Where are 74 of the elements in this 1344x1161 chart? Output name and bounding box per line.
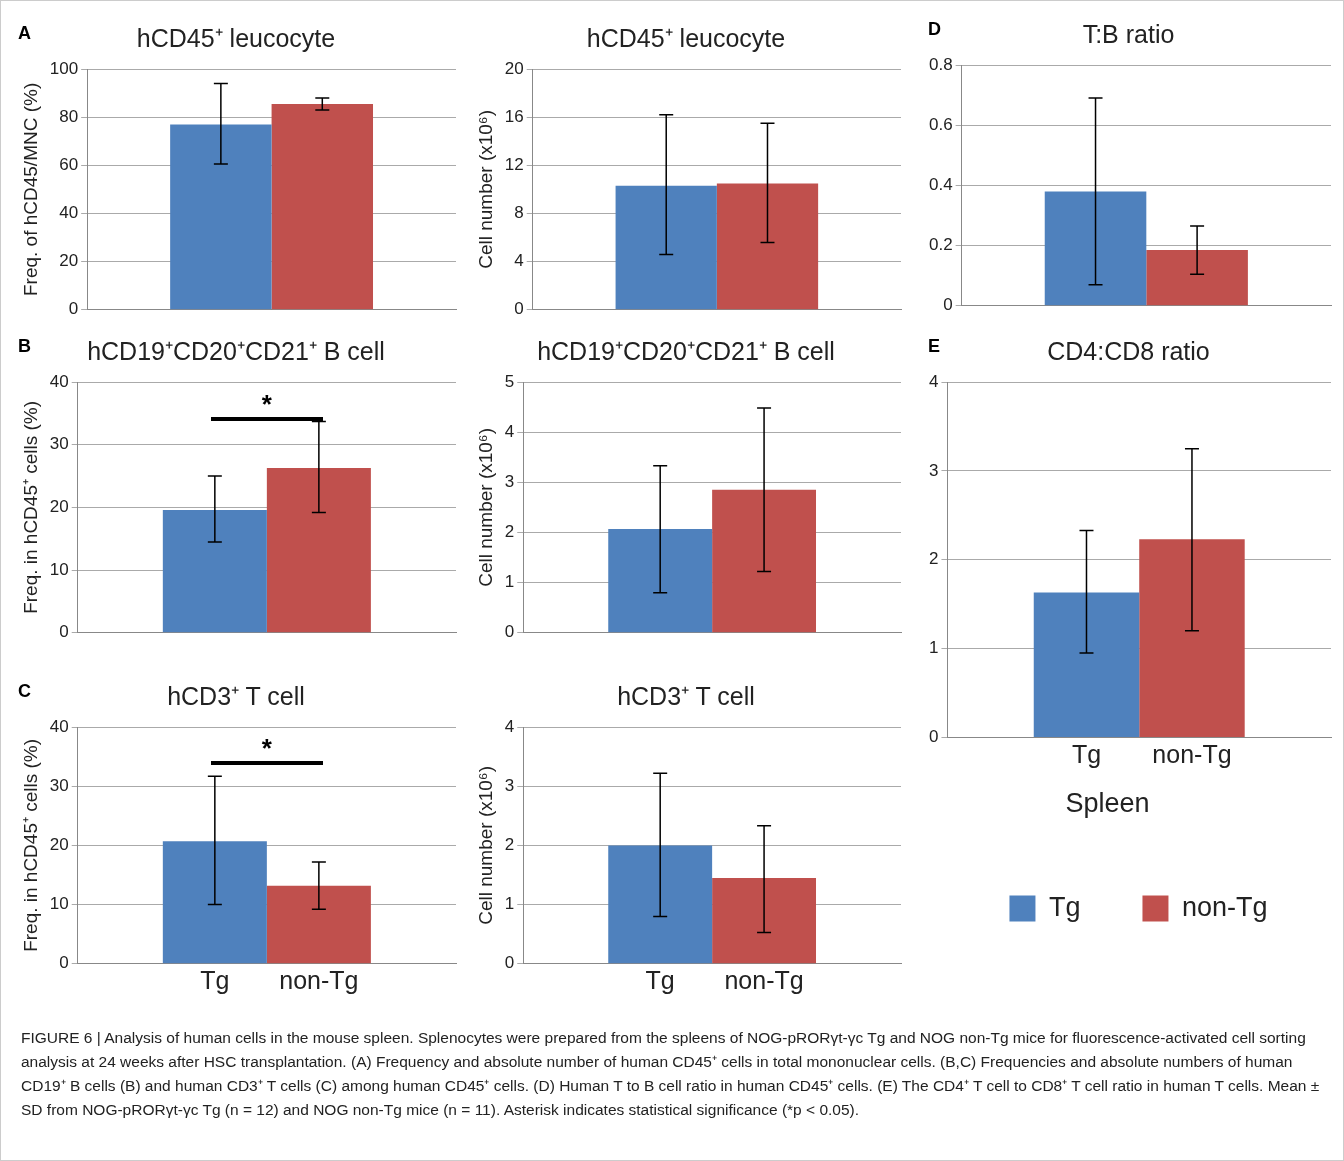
y-tick-label: 0.2 (928, 235, 953, 255)
y-tick-label: 30 (49, 434, 69, 454)
chart-title: hCD45⁺ leucocyte (136, 23, 336, 52)
y-tick-label: 2 (504, 835, 515, 855)
y-tick-label: 60 (59, 155, 79, 175)
y-tick-label: 100 (49, 58, 79, 78)
y-tick-label: 0 (928, 727, 939, 747)
y-tick-label: 4 (928, 371, 939, 391)
text: A (18, 23, 31, 44)
y-tick-label: 40 (49, 371, 69, 391)
y-tick-label: 0 (59, 953, 69, 973)
y-tick-label: 0 (68, 299, 79, 319)
text: D (928, 19, 941, 40)
y-tick-label: 8 (514, 203, 524, 223)
y-tick-label: 0.8 (928, 54, 953, 74)
y-tick-label: 10 (49, 559, 69, 579)
y-tick-label: 80 (59, 106, 79, 126)
y-axis-title: Cell number (x10⁶) (474, 427, 496, 587)
y-tick-label: 30 (49, 775, 69, 795)
y-tick-label: 1 (504, 894, 515, 914)
y-axis-title: Cell number (x10⁶) (474, 109, 496, 269)
text: E (928, 336, 941, 357)
series-label: Tg (200, 966, 230, 995)
chart-title: hCD19⁺CD20⁺CD21⁺ B cell (87, 336, 385, 365)
y-tick-label: 16 (504, 106, 524, 126)
y-tick-label: 0 (504, 622, 515, 642)
y-tick-label: 0.6 (928, 114, 953, 134)
text: B (18, 336, 31, 357)
y-tick-label: 12 (504, 155, 524, 175)
y-tick-label: 20 (59, 251, 79, 271)
text: C (18, 681, 31, 702)
y-tick-label: 5 (504, 371, 515, 391)
y-tick-label: 0 (504, 953, 515, 973)
y-tick-label: 2 (504, 522, 515, 542)
chart-title: CD4:CD8 ratio (1047, 336, 1210, 365)
y-tick-label: 4 (504, 421, 515, 441)
y-axis-title: Cell number (x10⁶) (474, 765, 496, 925)
legend-label: non-Tg (1181, 891, 1268, 922)
chart-title: hCD45⁺ leucocyte (586, 23, 786, 52)
y-tick-label: 3 (928, 460, 939, 480)
y-axis-title: Freq. of hCD45/MNC (%) (19, 82, 41, 297)
y-tick-label: 2 (928, 549, 939, 569)
y-tick-label: 20 (49, 497, 69, 517)
annotation: * (261, 389, 273, 420)
y-tick-label: 20 (504, 58, 524, 78)
text: Tg (1071, 739, 1102, 768)
legend-title: Spleen (1065, 787, 1150, 818)
series-label: non-Tg (724, 966, 804, 995)
y-tick-label: 40 (59, 203, 79, 223)
y-tick-label: 0 (59, 622, 69, 642)
y-tick-label: 1 (928, 638, 939, 658)
series-label: Tg (645, 966, 675, 995)
y-tick-label: 3 (504, 472, 515, 492)
y-tick-label: 0.4 (928, 175, 953, 195)
y-tick-label: 0 (943, 295, 953, 315)
series-label: non-Tg (279, 966, 359, 995)
chart-title: hCD3⁺ T cell (167, 681, 305, 710)
y-tick-label: 10 (49, 894, 69, 914)
y-axis-title: Freq. in hCD45⁺ cells (%) (19, 400, 41, 614)
caption: FIGURE 6 | Analysis of human cells in the mouse spleen. Splenocytes were prepared from the spleens of NOG-pRORγt-γc Tg and NOG non-Tg mice for fluorescence-activated cell sorting analysis at 24 weeks after HSC transplantation. (A) Frequency and absolute number of human CD45⁺ cells in total mononuclear cells. (B,C) Frequencies and absolute numbers of human CD19⁺ B cells (B) and human CD3⁺ T cells (C) among human CD45⁺ cells. (D) Human T to B cell ratio in human CD45⁺ cells. (E) The CD4⁺ T cell to CD8⁺ T cell ratio in human T cells. Mean ± SD from NOG-pRORγt-γc Tg (n = 12) and NOG non-Tg mice (n = 11). Asterisk indicates statistical significance (*p < 0.05). (21, 1028, 1321, 1120)
text: non-Tg (1152, 739, 1232, 768)
y-tick-label: 4 (504, 716, 515, 736)
y-tick-label: 4 (514, 251, 524, 271)
legend-label: Tg (1048, 891, 1081, 922)
y-axis-title: Freq. in hCD45⁺ cells (%) (19, 738, 41, 952)
y-tick-label: 0 (514, 299, 524, 319)
y-tick-label: 40 (49, 716, 69, 736)
y-tick-label: 3 (504, 775, 515, 795)
chart-title: T:B ratio (1082, 19, 1175, 48)
y-tick-label: 1 (504, 572, 515, 592)
chart-title: hCD19⁺CD20⁺CD21⁺ B cell (537, 336, 835, 365)
chart-title: hCD3⁺ T cell (617, 681, 755, 710)
y-tick-label: 20 (49, 835, 69, 855)
annotation: * (261, 732, 273, 763)
